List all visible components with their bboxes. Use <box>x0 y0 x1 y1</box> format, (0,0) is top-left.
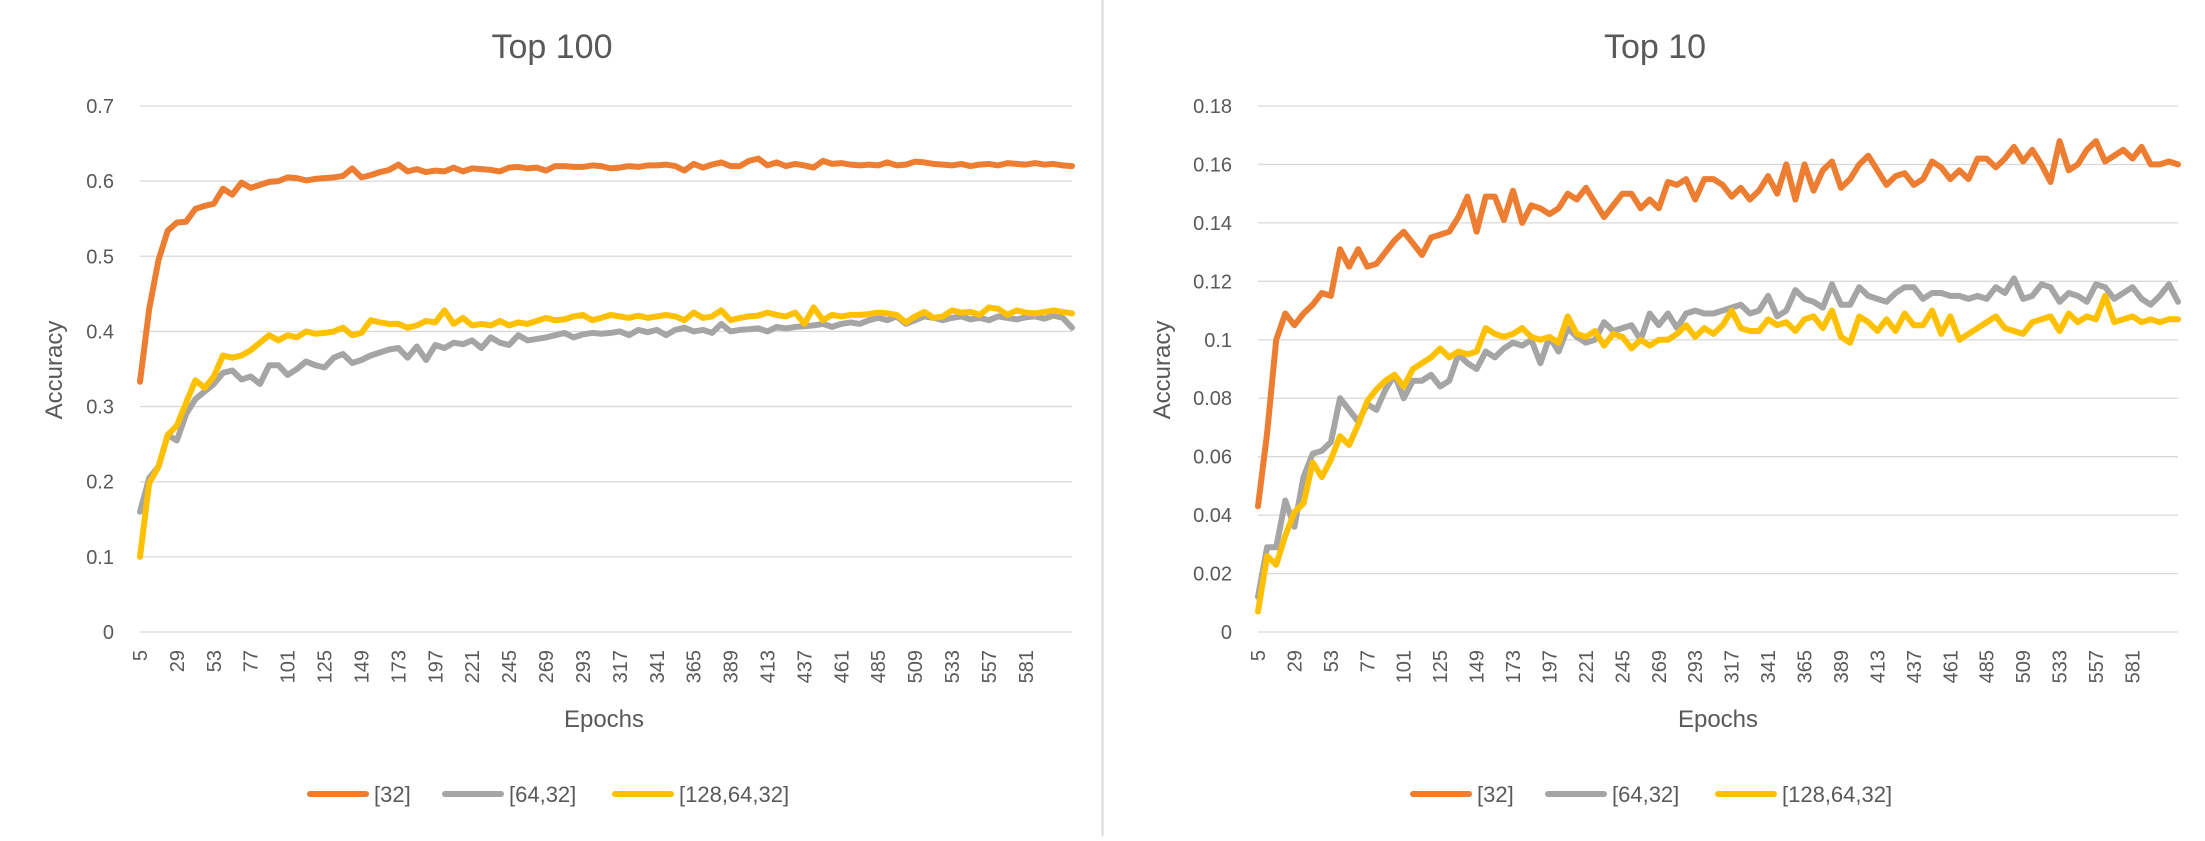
x-tick-label: 173 <box>1503 650 1525 683</box>
x-tick-label: 413 <box>1867 650 1889 683</box>
x-tick-label: 293 <box>1685 650 1707 683</box>
x-tick-labels: 5 29 53 77 101 125 149 173 197 221 245 269 293 317 341… <box>1248 650 2144 683</box>
x-tick-label: 341 <box>1758 650 1780 683</box>
x-tick-label: 29 <box>167 650 189 672</box>
series-line-0 <box>137 155 1075 385</box>
y-tick-labels: 0 0.02 0.04 0.06 0.08 0.1 0.12 0.14 0.16 0.18 <box>1193 96 1232 644</box>
x-tick-labels: 5 29 53 77 101 125 149 173 197 221 245 269 293 317 341… <box>130 650 1038 683</box>
x-tick-label: 365 <box>684 650 706 683</box>
x-tick-label: 389 <box>1831 650 1853 683</box>
x-tick-label: 557 <box>2086 650 2108 683</box>
x-tick-label: 317 <box>610 650 632 683</box>
gridlines <box>1258 105 2178 633</box>
x-tick-label: 149 <box>1467 650 1489 683</box>
x-tick-label: 317 <box>1722 650 1744 683</box>
x-tick-label: 29 <box>1284 650 1306 672</box>
x-tick-label: 173 <box>388 650 410 683</box>
legend-label: [128,64,32] <box>679 782 789 807</box>
legend: [32] [64,32] [128,64,32] <box>1410 782 1892 807</box>
x-tick-label: 269 <box>1649 650 1671 683</box>
x-tick-label: 5 <box>130 650 152 661</box>
x-axis-title: Epochs <box>564 706 644 733</box>
y-tick-label: 0.08 <box>1193 388 1232 410</box>
x-tick-label: 413 <box>757 650 779 683</box>
x-tick-label: 509 <box>2013 650 2035 683</box>
x-tick-label: 341 <box>647 650 669 683</box>
y-tick-label: 0.1 <box>86 547 114 569</box>
legend-label: [32] <box>374 782 411 807</box>
legend-label: [32] <box>1477 782 1514 807</box>
x-tick-label: 125 <box>1430 650 1452 683</box>
x-tick-label: 245 <box>1612 650 1634 683</box>
y-tick-label: 0.04 <box>1193 505 1232 527</box>
x-tick-label: 53 <box>204 650 226 672</box>
x-tick-label: 461 <box>1940 650 1962 683</box>
legend-label: [64,32] <box>1612 782 1679 807</box>
x-tick-label: 581 <box>2122 650 2144 683</box>
y-tick-label: 0.02 <box>1193 564 1232 586</box>
y-tick-label: 0.12 <box>1193 271 1232 293</box>
chart-title: Top 100 <box>492 28 613 66</box>
series-line-1 <box>1255 275 2181 600</box>
series-lines <box>137 155 1075 560</box>
y-tick-label: 0.1 <box>1204 330 1232 352</box>
x-tick-label: 149 <box>351 650 373 683</box>
y-axis-title: Accuracy <box>41 321 68 420</box>
legend: [32] [64,32] [128,64,32] <box>307 782 789 807</box>
x-tick-label: 437 <box>794 650 816 683</box>
y-tick-label: 0.14 <box>1193 213 1232 235</box>
x-tick-label: 197 <box>1539 650 1561 683</box>
y-tick-label: 0.3 <box>86 397 114 419</box>
series-line-2 <box>137 304 1075 560</box>
x-tick-label: 533 <box>942 650 964 683</box>
y-tick-label: 0 <box>103 622 114 644</box>
x-tick-label: 125 <box>315 650 337 683</box>
x-tick-label: 485 <box>868 650 890 683</box>
x-tick-label: 77 <box>1357 650 1379 672</box>
x-tick-label: 293 <box>573 650 595 683</box>
series-line-1 <box>137 312 1075 515</box>
x-tick-label: 581 <box>1016 650 1038 683</box>
x-tick-label: 245 <box>499 650 521 683</box>
x-tick-label: 53 <box>1321 650 1343 672</box>
chart-title: Top 10 <box>1604 28 1706 66</box>
legend-label: [64,32] <box>509 782 576 807</box>
y-tick-label: 0 <box>1221 622 1232 644</box>
series-line-0 <box>1255 138 2181 510</box>
y-tick-label: 0.16 <box>1193 154 1232 176</box>
x-tick-label: 509 <box>905 650 927 683</box>
x-tick-label: 461 <box>831 650 853 683</box>
x-tick-label: 557 <box>979 650 1001 683</box>
legend-label: [128,64,32] <box>1782 782 1892 807</box>
x-tick-label: 197 <box>425 650 447 683</box>
x-tick-label: 221 <box>462 650 484 683</box>
series-line-2 <box>1255 292 2181 615</box>
y-tick-label: 0.2 <box>86 472 114 494</box>
chart-top-100: Top 100 0 0.1 0.2 0.3 0.4 0.5 0.6 0.7 5 29 53 77 10… <box>41 28 1075 807</box>
x-tick-label: 5 <box>1248 650 1270 661</box>
y-tick-label: 0.06 <box>1193 447 1232 469</box>
series-lines <box>1255 138 2181 615</box>
x-axis-title: Epochs <box>1678 706 1758 733</box>
x-tick-label: 101 <box>1394 650 1416 683</box>
y-tick-label: 0.4 <box>86 321 114 343</box>
x-tick-label: 389 <box>721 650 743 683</box>
x-tick-label: 533 <box>2050 650 2072 683</box>
y-tick-label: 0.5 <box>86 246 114 268</box>
x-tick-label: 485 <box>1977 650 1999 683</box>
y-tick-label: 0.6 <box>86 171 114 193</box>
x-tick-label: 365 <box>1795 650 1817 683</box>
chart-top-10: Top 10 00.020.040.060.080.10.120.140.160… <box>1149 28 2181 807</box>
y-tick-labels: 0 0.1 0.2 0.3 0.4 0.5 0.6 0.7 <box>86 96 114 644</box>
x-tick-label: 437 <box>1904 650 1926 683</box>
y-tick-label: 0.18 <box>1193 96 1232 118</box>
y-tick-label: 0.7 <box>86 96 114 118</box>
x-tick-label: 221 <box>1576 650 1598 683</box>
y-axis-title: Accuracy <box>1149 321 1176 420</box>
x-tick-label: 77 <box>241 650 263 672</box>
x-tick-label: 101 <box>278 650 300 683</box>
x-tick-label: 269 <box>536 650 558 683</box>
